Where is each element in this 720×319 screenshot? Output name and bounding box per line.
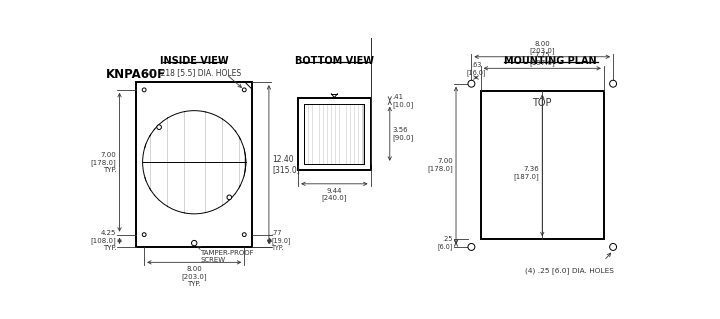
Circle shape — [610, 243, 616, 250]
Text: INSIDE VIEW: INSIDE VIEW — [160, 56, 228, 66]
Bar — [481, 92, 604, 239]
Text: TAMPER-PROOF
SCREW: TAMPER-PROOF SCREW — [197, 246, 254, 263]
Bar — [298, 98, 371, 170]
Text: (4) .25 [6.0] DIA. HOLES: (4) .25 [6.0] DIA. HOLES — [525, 267, 613, 274]
Text: MOUNTING PLAN: MOUNTING PLAN — [503, 56, 596, 66]
Text: 8.00
[203.0]: 8.00 [203.0] — [529, 41, 555, 55]
Circle shape — [157, 125, 161, 130]
Circle shape — [192, 241, 197, 246]
Circle shape — [610, 80, 616, 87]
Bar — [305, 104, 364, 164]
Bar — [137, 82, 252, 247]
Circle shape — [143, 88, 146, 92]
Text: 8.00
[203.0]
TYP.: 8.00 [203.0] TYP. — [181, 266, 207, 287]
Text: BOTTOM VIEW: BOTTOM VIEW — [295, 56, 374, 66]
Circle shape — [227, 195, 232, 200]
Circle shape — [243, 88, 246, 92]
Text: 9.44
[240.0]: 9.44 [240.0] — [322, 188, 347, 201]
Circle shape — [468, 243, 475, 250]
Circle shape — [143, 233, 146, 237]
Text: 7.75
[197.0]: 7.75 [197.0] — [529, 52, 555, 66]
Text: TOP: TOP — [533, 98, 552, 108]
Text: 3.56
[90.0]: 3.56 [90.0] — [392, 127, 413, 141]
Text: 12.40
[315.0]: 12.40 [315.0] — [272, 155, 300, 174]
Text: KNPA60F: KNPA60F — [106, 68, 166, 81]
Circle shape — [243, 233, 246, 237]
Text: .25
[6.0]: .25 [6.0] — [438, 236, 453, 250]
Text: 7.36
[187.0]: 7.36 [187.0] — [513, 166, 539, 180]
Text: 7.00
[178.0]: 7.00 [178.0] — [427, 159, 453, 172]
Text: 7.00
[178.0]
TYP.: 7.00 [178.0] TYP. — [91, 152, 117, 173]
Text: .77
[19.0]
TYP.: .77 [19.0] TYP. — [271, 230, 291, 251]
Text: .63
[16.0]: .63 [16.0] — [467, 62, 486, 76]
Text: 4.25
[108.0]
TYP.: 4.25 [108.0] TYP. — [91, 230, 117, 251]
Text: .41
[10.0]: .41 [10.0] — [392, 94, 413, 108]
Circle shape — [468, 80, 475, 87]
Text: (4) .218 [5.5] DIA. HOLES: (4) .218 [5.5] DIA. HOLES — [145, 69, 241, 78]
Circle shape — [143, 111, 246, 214]
Bar — [305, 104, 364, 164]
